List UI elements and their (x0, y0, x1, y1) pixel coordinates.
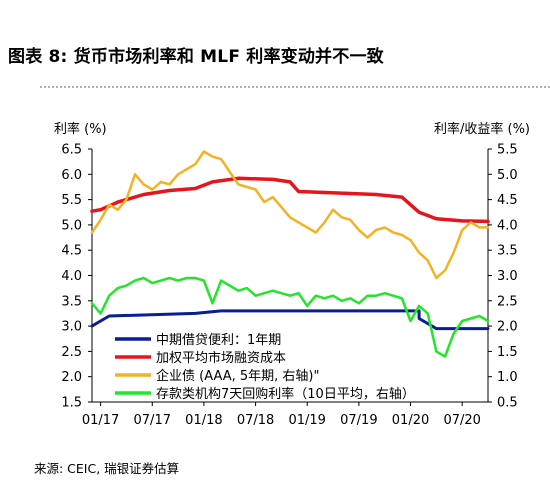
x-tick-label: 01/19 (288, 413, 325, 428)
right-tick-label: 3.5 (497, 244, 518, 259)
left-tick-label: 3.5 (61, 294, 82, 309)
series-lines (90, 150, 490, 358)
series-line-4 (90, 276, 490, 358)
left-tick-label: 4.0 (61, 269, 82, 284)
right-axis-label: 利率/收益率 (%) (434, 121, 530, 137)
x-tick-label: 07/17 (134, 413, 171, 428)
series-line-2 (90, 176, 490, 224)
axes: 利率 (%) 利率/收益率 (%) 6.5 6.0 5.5 5.0 4.5 4.0 3.5 3.0… (54, 121, 530, 428)
chart-title: 图表 8: 货币市场利率和 MLF 利率变动并不一致 (8, 47, 384, 67)
x-tick-label: 07/20 (443, 413, 480, 428)
right-tick-label: 2.0 (497, 320, 518, 335)
left-tick-label: 4.5 (61, 244, 82, 259)
left-tick-label: 5.0 (61, 218, 82, 233)
left-tick-label: 1.5 (61, 396, 82, 411)
legend-background (109, 327, 409, 400)
title-divider (40, 86, 550, 88)
legend-label-4: 存款类机构7天回购利率（10日平均，右轴） (156, 386, 415, 402)
x-tick-label: 01/18 (185, 413, 222, 428)
right-tick-label: 5.0 (497, 168, 518, 183)
x-tick-label: 07/19 (340, 413, 377, 428)
legend-label-3: 企业债 (AAA, 5年期, 右轴)" (156, 368, 319, 384)
left-tick-label: 2.0 (61, 370, 82, 385)
right-tick-label: 5.5 (497, 143, 518, 158)
left-tick-label: 2.5 (61, 345, 82, 360)
legend-label-2: 加权平均市场融资成本 (156, 350, 286, 366)
right-tick-label: 2.5 (497, 294, 518, 309)
source-note: 来源: CEIC, 瑞银证券估算 (34, 461, 180, 476)
right-tick-label: 1.5 (497, 345, 518, 360)
legend-label-1: 中期借贷便利：1年期 (156, 333, 281, 348)
x-tick-label: 07/18 (237, 413, 274, 428)
left-tick-label: 5.5 (61, 193, 82, 208)
left-tick-label: 6.0 (61, 168, 82, 183)
right-tick-label: 1.0 (497, 370, 518, 385)
series-line-3 (90, 150, 490, 280)
right-tick-label: 4.0 (497, 218, 518, 233)
x-tick-label: 01/17 (82, 413, 119, 428)
right-tick-label: 3.0 (497, 269, 518, 284)
right-tick-label: 4.5 (497, 193, 518, 208)
left-tick-label: 3.0 (61, 320, 82, 335)
left-axis-label: 利率 (%) (54, 121, 107, 137)
x-tick-label: 01/20 (392, 413, 429, 428)
right-tick-label: 0.5 (497, 396, 518, 411)
left-tick-label: 6.5 (61, 143, 82, 158)
